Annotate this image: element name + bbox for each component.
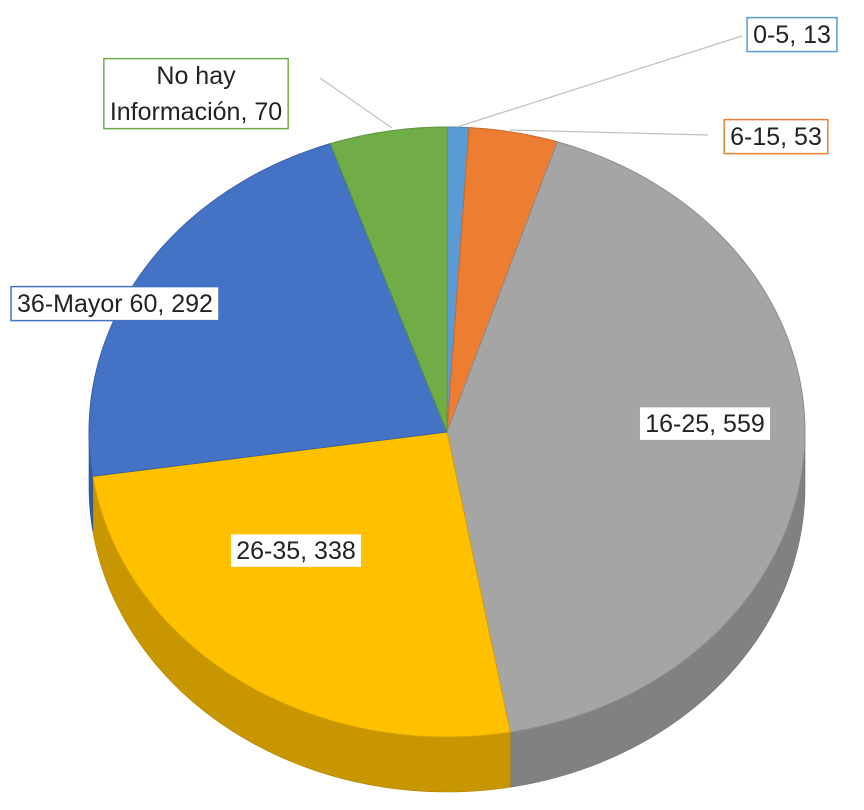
data-label: No hay Información, 70 bbox=[110, 62, 282, 126]
label-box bbox=[103, 57, 289, 130]
label-line: 26-35, 338 bbox=[236, 537, 356, 565]
label-box bbox=[10, 285, 220, 322]
label-box bbox=[723, 118, 829, 155]
pie-slice bbox=[92, 431, 511, 738]
data-label: 6-15, 53 bbox=[730, 123, 822, 151]
label-line: 36-Mayor 60, 292 bbox=[17, 290, 213, 318]
pie-slice bbox=[446, 127, 558, 433]
label-box bbox=[638, 405, 772, 442]
leader-line bbox=[509, 129, 709, 136]
data-label: 0-5, 13 bbox=[753, 21, 831, 49]
label-line: 0-5, 13 bbox=[753, 21, 831, 49]
data-label: 36-Mayor 60, 292 bbox=[17, 290, 213, 318]
label-box bbox=[746, 16, 838, 53]
label-line: Información, 70 bbox=[110, 98, 282, 126]
pie-tops bbox=[88, 126, 806, 738]
pie-slice bbox=[88, 143, 448, 477]
label-box bbox=[229, 532, 363, 569]
leader-line bbox=[456, 35, 743, 128]
data-labels: 0-5, 13 6-15, 53 16-25, 559 26-35, 338 36-Ma… bbox=[10, 16, 838, 569]
label-line: No hay bbox=[156, 62, 236, 90]
pie-slice bbox=[329, 126, 448, 433]
pie-slice bbox=[446, 141, 806, 733]
data-label: 26-35, 338 bbox=[236, 537, 356, 565]
label-line: 6-15, 53 bbox=[730, 123, 822, 151]
label-line: 16-25, 559 bbox=[645, 410, 765, 438]
leader-line bbox=[319, 77, 393, 129]
data-label: 16-25, 559 bbox=[645, 410, 765, 438]
